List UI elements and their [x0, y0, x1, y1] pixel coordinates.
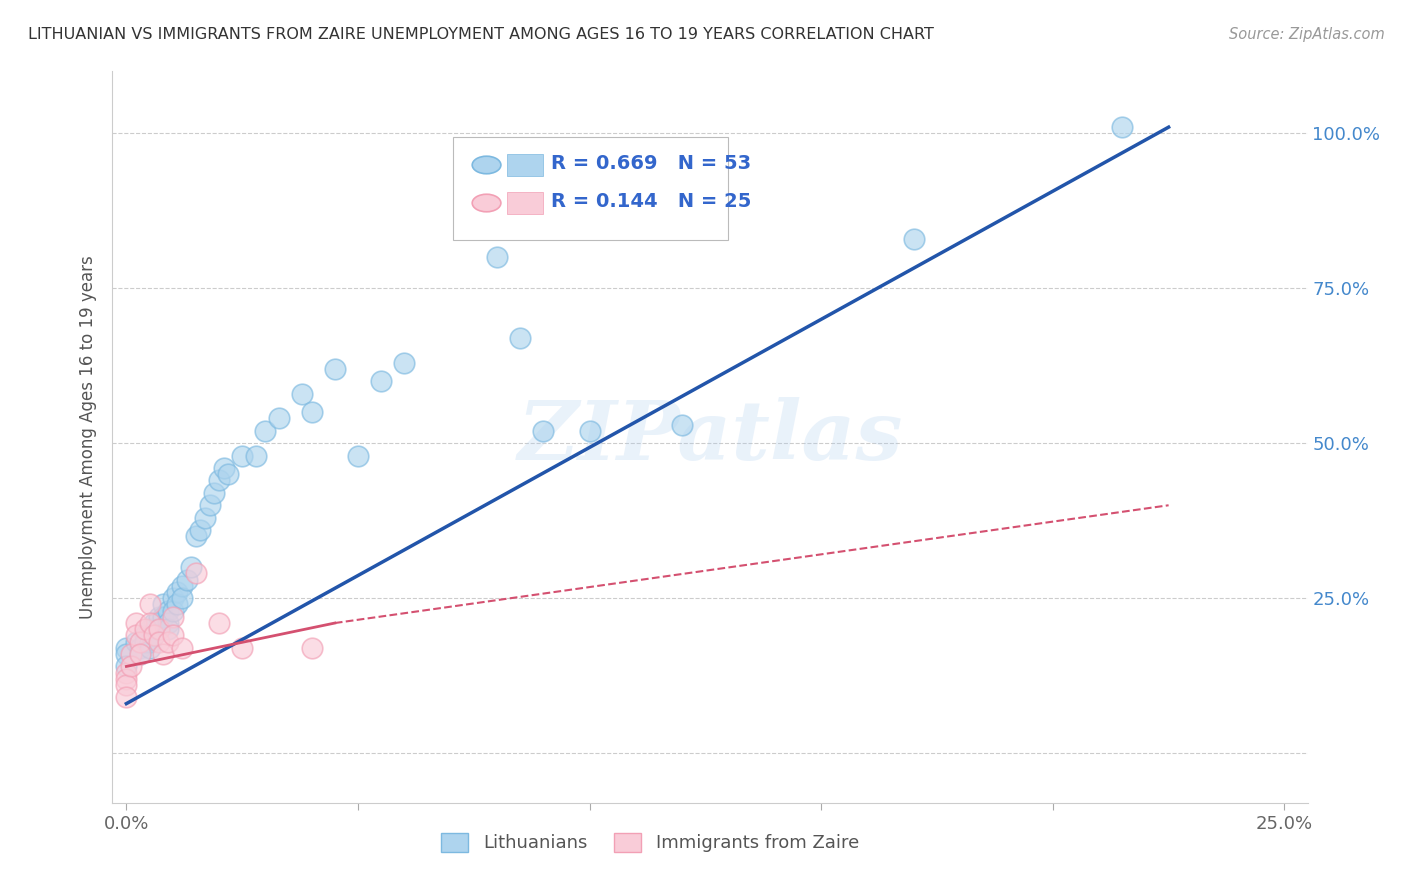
Point	[129, 647, 152, 661]
Point	[148, 610, 170, 624]
Point	[152, 647, 174, 661]
Point	[217, 467, 239, 482]
Point	[231, 449, 253, 463]
Point	[134, 634, 156, 648]
Point	[198, 498, 221, 512]
Point	[120, 659, 142, 673]
Point	[148, 622, 170, 636]
Point	[162, 628, 184, 642]
Point	[143, 615, 166, 630]
Point	[212, 461, 235, 475]
Text: ZIPatlas: ZIPatlas	[517, 397, 903, 477]
Point	[347, 449, 370, 463]
Point	[162, 610, 184, 624]
Point	[115, 659, 138, 673]
Point	[152, 610, 174, 624]
Y-axis label: Unemployment Among Ages 16 to 19 years: Unemployment Among Ages 16 to 19 years	[79, 255, 97, 619]
Point	[903, 232, 925, 246]
Point	[157, 622, 180, 636]
Point	[180, 560, 202, 574]
Point	[138, 640, 160, 655]
Point	[578, 424, 600, 438]
FancyBboxPatch shape	[508, 192, 543, 214]
Point	[301, 640, 323, 655]
Point	[170, 591, 193, 606]
Point	[370, 374, 392, 388]
Point	[134, 628, 156, 642]
Point	[115, 640, 138, 655]
Point	[115, 678, 138, 692]
Point	[115, 665, 138, 680]
Text: LITHUANIAN VS IMMIGRANTS FROM ZAIRE UNEMPLOYMENT AMONG AGES 16 TO 19 YEARS CORRE: LITHUANIAN VS IMMIGRANTS FROM ZAIRE UNEM…	[28, 27, 934, 42]
Circle shape	[472, 194, 501, 211]
Point	[671, 417, 693, 432]
Point	[129, 640, 152, 655]
Text: R = 0.669   N = 53: R = 0.669 N = 53	[551, 154, 751, 173]
Text: Source: ZipAtlas.com: Source: ZipAtlas.com	[1229, 27, 1385, 42]
FancyBboxPatch shape	[453, 137, 728, 240]
Point	[184, 529, 207, 543]
Point	[254, 424, 277, 438]
Point	[170, 579, 193, 593]
Point	[301, 405, 323, 419]
Point	[231, 640, 253, 655]
Point	[138, 615, 160, 630]
Point	[157, 604, 180, 618]
Point	[166, 585, 188, 599]
FancyBboxPatch shape	[508, 154, 543, 176]
Point	[134, 622, 156, 636]
Point	[148, 622, 170, 636]
Point	[291, 386, 314, 401]
Point	[115, 672, 138, 686]
Point	[124, 628, 146, 642]
Circle shape	[472, 156, 501, 174]
Point	[157, 615, 180, 630]
Point	[269, 411, 291, 425]
Point	[129, 647, 152, 661]
Point	[202, 486, 225, 500]
Point	[124, 634, 146, 648]
Point	[194, 510, 217, 524]
Point	[190, 523, 212, 537]
Point	[394, 356, 416, 370]
Point	[176, 573, 198, 587]
Point	[208, 474, 231, 488]
Point	[157, 634, 180, 648]
Point	[531, 424, 554, 438]
Point	[485, 250, 508, 264]
Point	[143, 628, 166, 642]
Point	[184, 566, 207, 581]
Point	[323, 362, 346, 376]
Point	[162, 591, 184, 606]
Point	[124, 615, 146, 630]
Point	[138, 634, 160, 648]
Point	[208, 615, 231, 630]
Point	[129, 634, 152, 648]
Point	[138, 622, 160, 636]
Text: R = 0.144   N = 25: R = 0.144 N = 25	[551, 192, 751, 211]
Legend: Lithuanians, Immigrants from Zaire: Lithuanians, Immigrants from Zaire	[434, 826, 866, 860]
Point	[143, 628, 166, 642]
Point	[166, 598, 188, 612]
Point	[115, 647, 138, 661]
Point	[138, 598, 160, 612]
Point	[1111, 120, 1133, 135]
Point	[245, 449, 267, 463]
Point	[148, 634, 170, 648]
Point	[170, 640, 193, 655]
Point	[509, 331, 531, 345]
Point	[152, 598, 174, 612]
Point	[115, 690, 138, 705]
Point	[162, 604, 184, 618]
Point	[120, 647, 142, 661]
